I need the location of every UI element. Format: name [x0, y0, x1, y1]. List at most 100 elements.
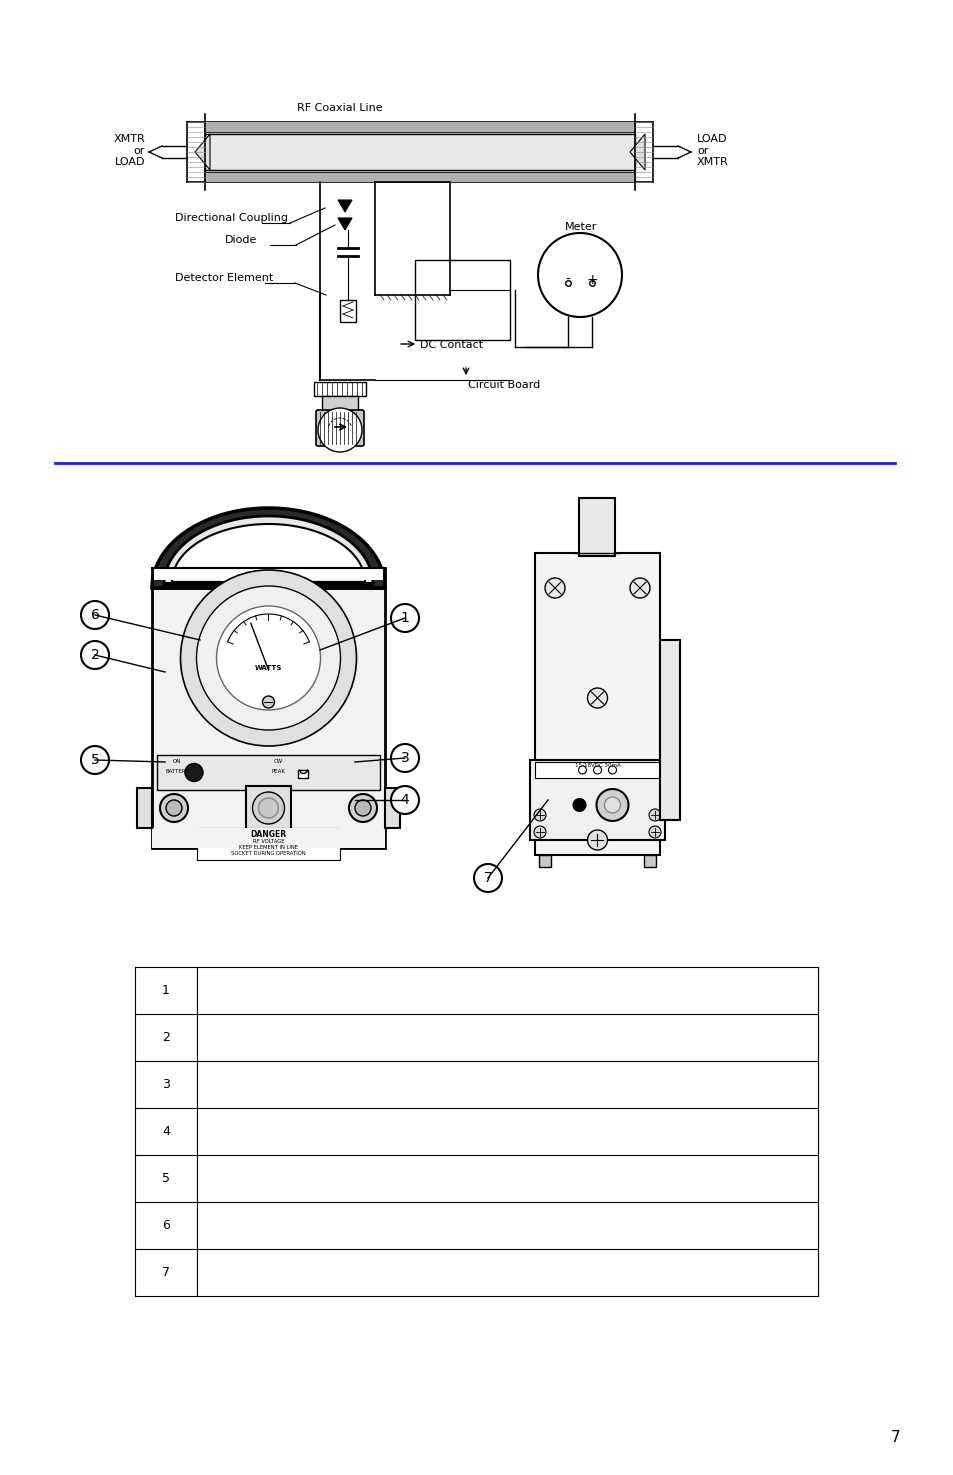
Text: 1: 1 — [400, 611, 409, 625]
Bar — [322, 395, 357, 412]
Circle shape — [648, 808, 660, 822]
Bar — [205, 173, 635, 181]
Circle shape — [391, 603, 418, 631]
Polygon shape — [337, 201, 352, 212]
Text: 4: 4 — [162, 1125, 170, 1139]
Text: 6: 6 — [162, 1218, 170, 1232]
Circle shape — [534, 808, 545, 822]
Text: DANGER: DANGER — [251, 830, 286, 839]
Circle shape — [81, 600, 109, 628]
Polygon shape — [164, 516, 373, 584]
Text: 5: 5 — [162, 1173, 170, 1184]
Circle shape — [629, 578, 649, 597]
Circle shape — [317, 409, 361, 451]
Circle shape — [604, 796, 619, 813]
Text: 7: 7 — [162, 1266, 170, 1279]
Bar — [157, 755, 379, 791]
Text: CW: CW — [274, 760, 283, 764]
Bar — [196, 827, 339, 860]
Bar — [538, 855, 551, 867]
Text: 5: 5 — [91, 754, 99, 767]
Text: RF VOLTAGE
KEEP ELEMENT IN LINE
SOCKET DURING OPERATION: RF VOLTAGE KEEP ELEMENT IN LINE SOCKET D… — [231, 839, 306, 856]
Bar — [659, 640, 679, 820]
Text: 2: 2 — [91, 648, 99, 662]
Circle shape — [391, 743, 418, 771]
Bar — [137, 788, 152, 827]
Text: 15-18VDC 30mA: 15-18VDC 30mA — [574, 763, 619, 768]
Circle shape — [596, 789, 628, 822]
Circle shape — [81, 642, 109, 670]
Circle shape — [587, 687, 607, 708]
Circle shape — [196, 586, 340, 730]
Bar — [643, 855, 656, 867]
Bar — [535, 553, 659, 856]
Bar — [415, 260, 510, 341]
Circle shape — [262, 696, 274, 708]
Bar — [205, 122, 635, 181]
Polygon shape — [172, 524, 365, 583]
Circle shape — [349, 794, 376, 822]
Circle shape — [474, 864, 501, 892]
Circle shape — [573, 799, 585, 811]
Polygon shape — [629, 134, 644, 170]
Circle shape — [216, 606, 320, 709]
Circle shape — [544, 578, 564, 597]
Text: -: - — [565, 273, 570, 288]
Bar — [385, 788, 399, 827]
Bar — [314, 382, 366, 395]
Bar — [205, 122, 635, 131]
Text: XMTR
or
LOAD: XMTR or LOAD — [113, 134, 145, 167]
Circle shape — [537, 233, 621, 317]
Circle shape — [593, 766, 601, 774]
Text: DC Contact: DC Contact — [419, 341, 482, 350]
Bar — [153, 568, 382, 580]
Circle shape — [258, 798, 278, 819]
Bar — [205, 134, 635, 170]
Text: Directional Coupling: Directional Coupling — [174, 212, 288, 223]
Text: 1: 1 — [162, 984, 170, 997]
Circle shape — [81, 746, 109, 774]
Text: 2: 2 — [162, 1031, 170, 1044]
Circle shape — [160, 794, 188, 822]
Bar — [152, 827, 385, 848]
Text: Meter: Meter — [564, 223, 597, 232]
Text: Circuit Board: Circuit Board — [468, 381, 539, 389]
Bar — [298, 770, 308, 777]
Circle shape — [253, 792, 284, 825]
Text: 4: 4 — [400, 794, 409, 807]
Text: LOAD
or
XMTR: LOAD or XMTR — [697, 134, 728, 167]
Circle shape — [391, 786, 418, 814]
Text: 3: 3 — [400, 751, 409, 766]
Bar — [152, 568, 385, 848]
Text: Detector Element: Detector Element — [174, 273, 273, 283]
Text: WATTS: WATTS — [254, 665, 282, 671]
Text: BATTERY: BATTERY — [165, 768, 189, 774]
Bar — [535, 763, 659, 777]
Polygon shape — [152, 507, 385, 589]
Bar — [246, 786, 292, 830]
Text: RF Coaxial Line: RF Coaxial Line — [297, 103, 382, 114]
Bar — [339, 299, 355, 322]
Text: PEAK: PEAK — [272, 768, 285, 774]
Circle shape — [648, 826, 660, 838]
Circle shape — [587, 830, 607, 850]
Text: 7: 7 — [889, 1429, 899, 1445]
Text: +: + — [585, 273, 598, 288]
FancyBboxPatch shape — [315, 410, 364, 445]
Circle shape — [355, 799, 371, 816]
Circle shape — [534, 826, 545, 838]
Text: ON: ON — [172, 760, 181, 764]
Text: 7: 7 — [483, 872, 492, 885]
Bar — [530, 760, 664, 839]
Circle shape — [166, 799, 182, 816]
Circle shape — [185, 764, 203, 782]
Circle shape — [608, 766, 616, 774]
Polygon shape — [194, 134, 210, 170]
Text: 3: 3 — [162, 1078, 170, 1092]
Circle shape — [180, 569, 356, 746]
Circle shape — [578, 766, 586, 774]
Text: 6: 6 — [91, 608, 99, 622]
Polygon shape — [337, 218, 352, 230]
Bar — [578, 499, 615, 556]
Text: Diode: Diode — [225, 235, 257, 245]
